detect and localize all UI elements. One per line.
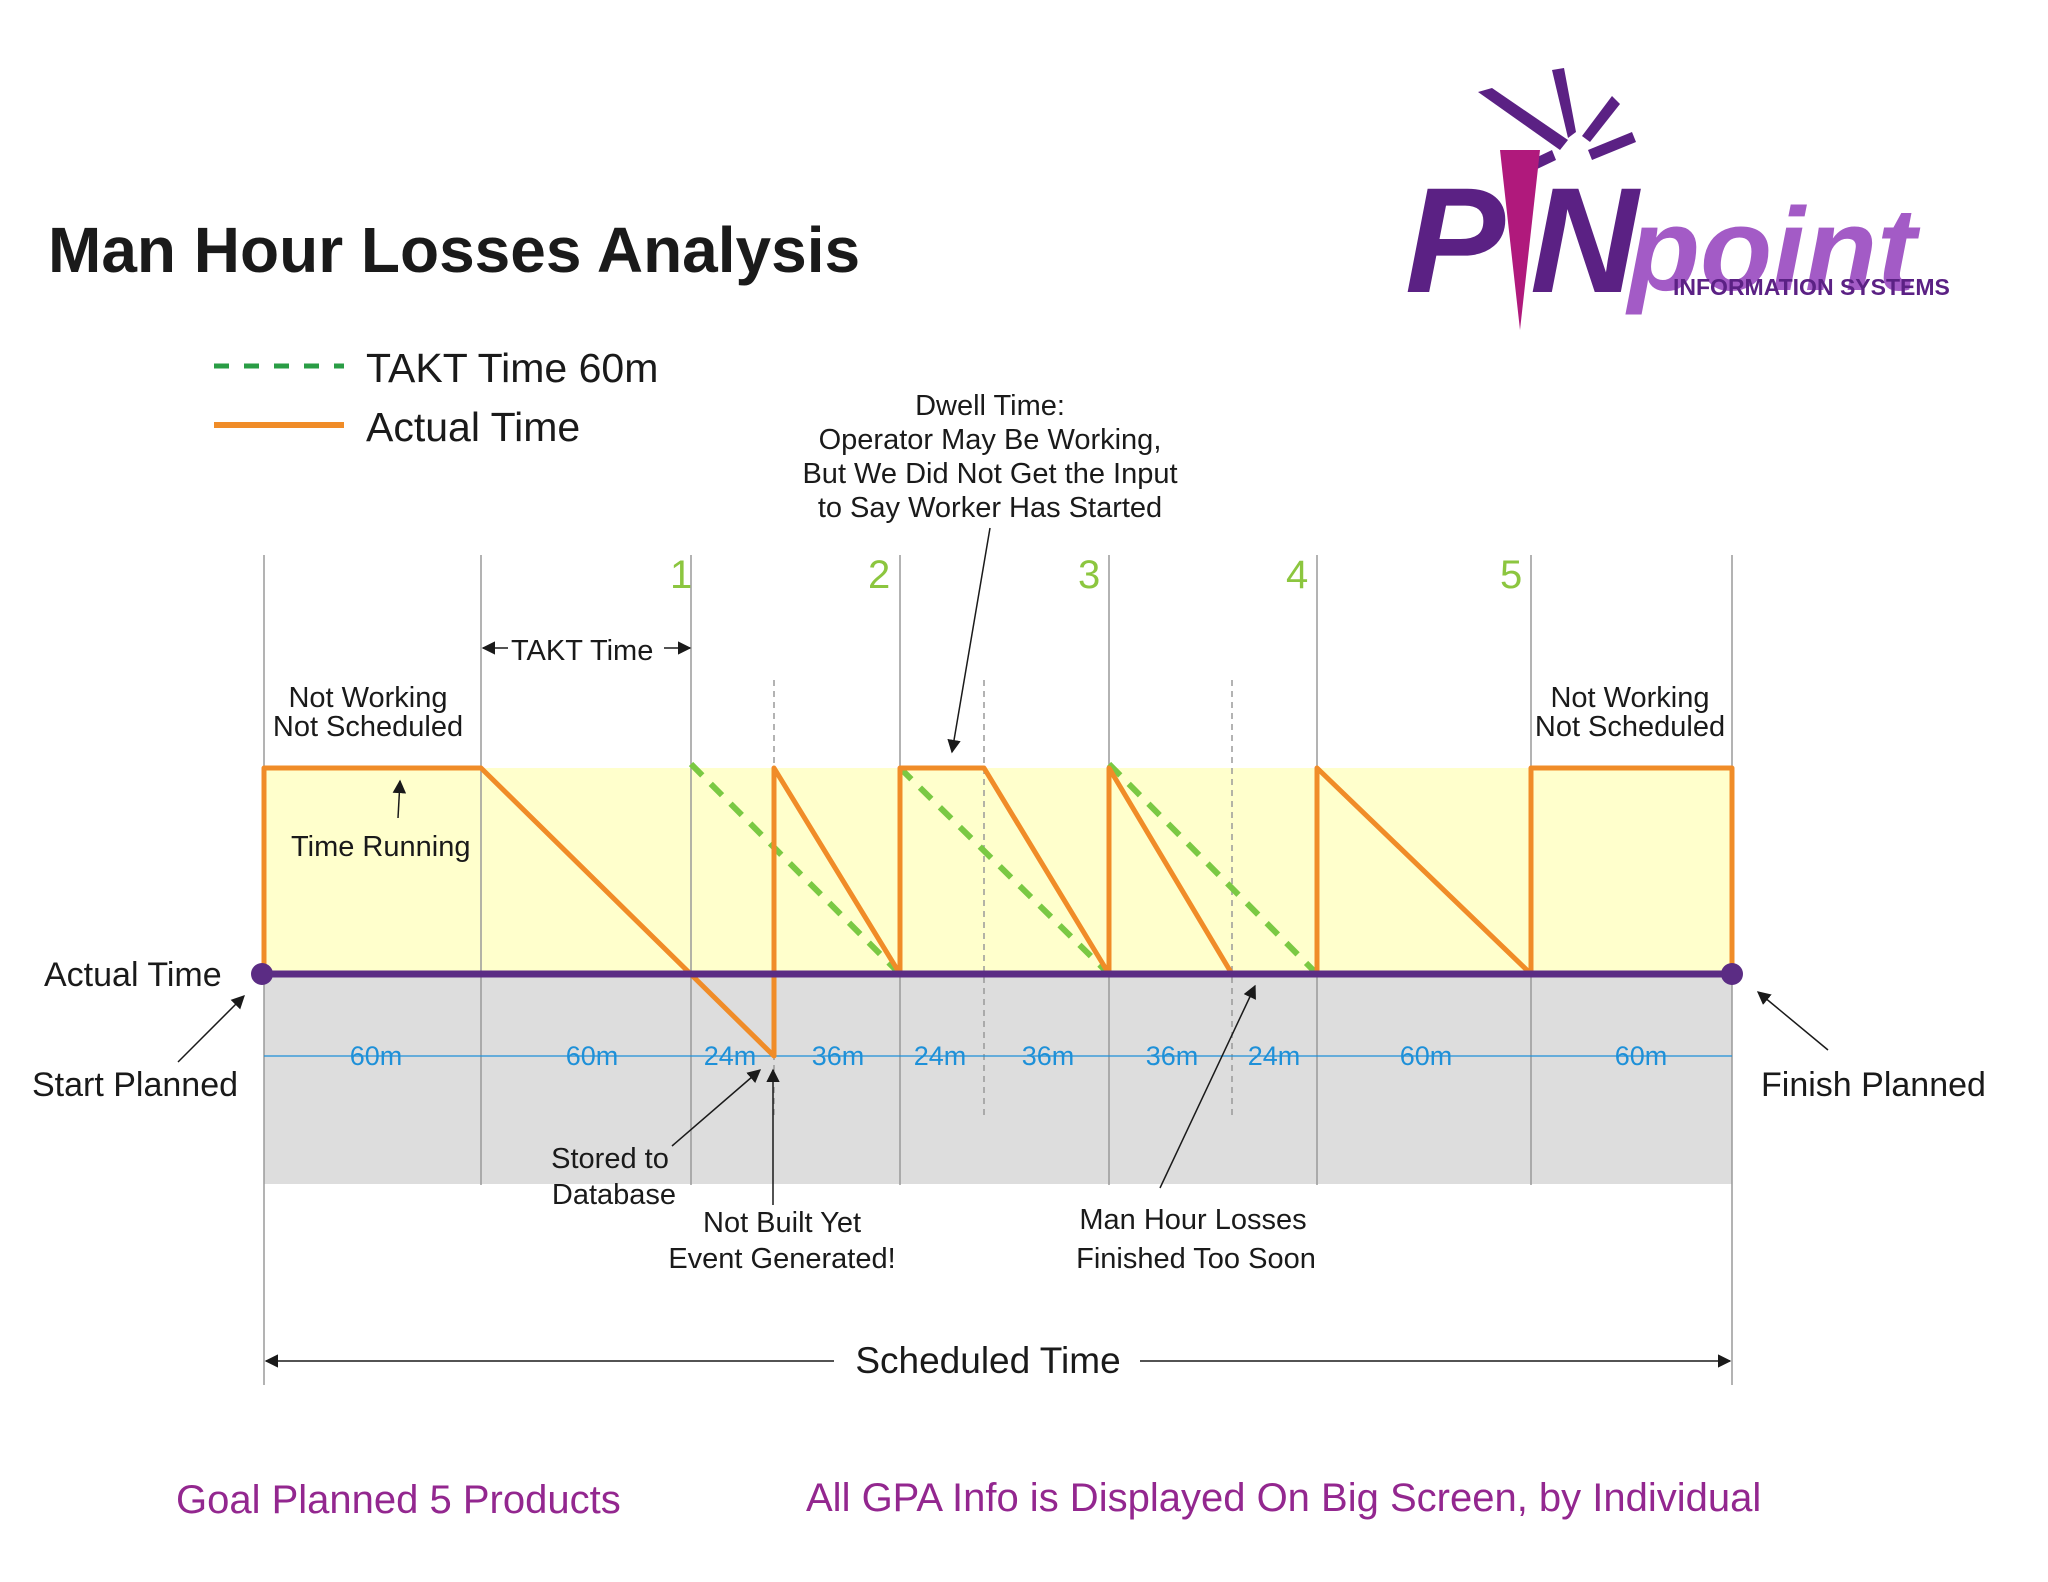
time-running-label: Time Running [291,831,470,863]
logo-brand-point: point [1625,184,1921,316]
logo-tagline: INFORMATION SYSTEMS [1673,274,1950,300]
duration-9: 60m [1400,1041,1453,1071]
finish-marker [1721,963,1743,985]
cycle-number-4: 4 [1286,553,1308,597]
takt-lines [688,761,1320,977]
loss-zone [264,974,1732,1184]
dwell-line-1: Dwell Time: [915,390,1065,422]
dwell-line-3: But We Did Not Get the Input [802,458,1177,490]
cycle-number-1: 1 [670,553,692,597]
duration-1: 60m [350,1041,403,1071]
finish-planned-label: Finish Planned [1761,1066,1986,1104]
logo-brand-n: N [1530,156,1641,324]
duration-5: 24m [914,1041,967,1071]
legend: TAKT Time 60m Actual Time [214,345,658,450]
duration-4: 36m [812,1041,865,1071]
cycle-numbers: 1 2 3 4 5 [670,553,1522,597]
working-zone [264,768,1732,974]
cycle-number-2: 2 [868,553,890,597]
cycle-number-5: 5 [1500,553,1522,597]
stored-line-2: Database [552,1179,676,1211]
duration-2: 60m [566,1041,619,1071]
footer-goal: Goal Planned 5 Products [176,1478,621,1522]
duration-3: 24m [704,1041,757,1071]
dwell-line-2: Operator May Be Working, [819,424,1162,456]
not-built-line-1: Not Built Yet [703,1207,861,1239]
logo-pin-icon [1500,150,1540,330]
scheduled-time-label: Scheduled Time [855,1340,1120,1381]
cycle-number-3: 3 [1078,553,1100,597]
not-working-left-2: Not Scheduled [273,711,463,743]
durations: 60m 60m 24m 36m 24m 36m 36m 24m 60m 60m [350,1041,1668,1071]
footer-gpa: All GPA Info is Displayed On Big Screen,… [806,1476,1761,1520]
page-title: Man Hour Losses Analysis [48,214,860,286]
duration-10: 60m [1615,1041,1668,1071]
not-built-line-2: Event Generated! [668,1243,895,1275]
legend-actual-label: Actual Time [366,404,580,450]
stored-line-1: Stored to [551,1143,669,1175]
dwell-line-4: to Say Worker Has Started [818,492,1162,524]
losses-line-1: Man Hour Losses [1079,1204,1306,1236]
legend-takt-label: TAKT Time 60m [366,345,658,391]
start-planned-label: Start Planned [32,1066,238,1104]
not-working-left-1: Not Working [288,682,447,714]
not-working-right-1: Not Working [1550,682,1709,714]
actual-time-label: Actual Time [44,956,222,994]
duration-7: 36m [1146,1041,1199,1071]
takt-span-label: TAKT Time [511,635,653,667]
pinpoint-logo: P N point INFORMATION SYSTEMS [1405,68,1950,330]
losses-line-2: Finished Too Soon [1076,1243,1316,1275]
duration-6: 36m [1022,1041,1075,1071]
start-marker [251,963,273,985]
not-working-right-2: Not Scheduled [1535,711,1725,743]
duration-8: 24m [1248,1041,1301,1071]
logo-brand: P [1405,156,1506,324]
